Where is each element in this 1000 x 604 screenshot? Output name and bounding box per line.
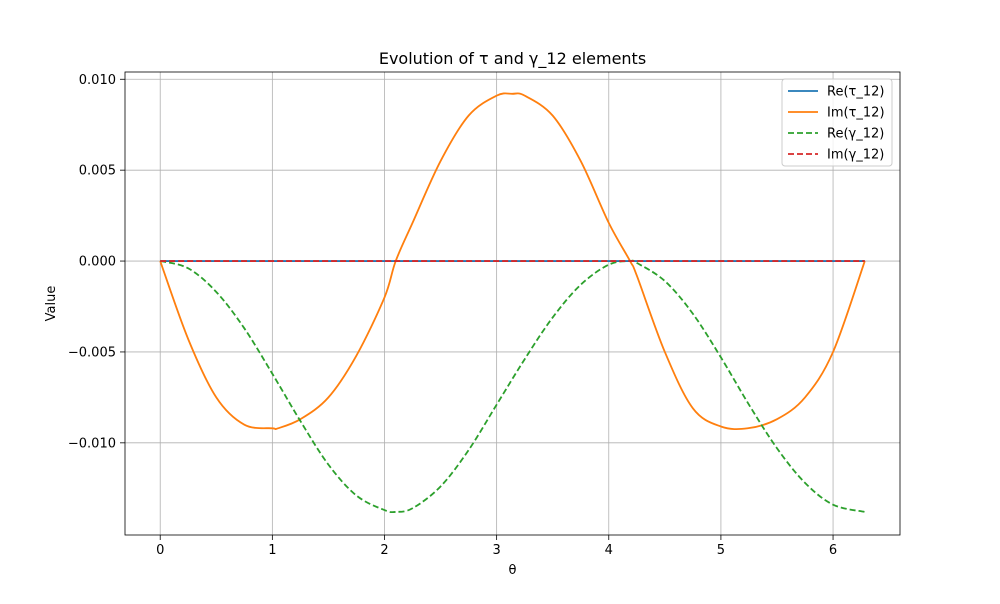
plot-frame bbox=[124, 71, 901, 536]
x-tick-label: 5 bbox=[717, 543, 725, 558]
y-tick-label: 0.000 bbox=[79, 255, 116, 270]
plot-area bbox=[125, 72, 900, 535]
y-tick-label: 0.005 bbox=[79, 164, 116, 179]
grid bbox=[125, 72, 900, 535]
chart-title: Evolution of τ and γ_12 elements bbox=[379, 49, 646, 69]
series-line-3 bbox=[159, 259, 865, 514]
legend-label: Re(γ_12) bbox=[827, 127, 884, 142]
x-tick-label: 1 bbox=[268, 543, 276, 558]
legend-label: Re(τ_12) bbox=[827, 85, 884, 100]
legend-label: Im(τ_12) bbox=[827, 106, 885, 121]
x-axis-label: θ bbox=[509, 563, 517, 578]
x-tick-label: 2 bbox=[380, 543, 388, 558]
legend-box bbox=[781, 78, 893, 167]
x-tick-label: 3 bbox=[492, 543, 500, 558]
x-tick-label: 6 bbox=[829, 543, 837, 558]
y-tick-label: −0.005 bbox=[68, 345, 116, 360]
y-tick-label: −0.010 bbox=[68, 436, 116, 451]
legend-label: Im(γ_12) bbox=[827, 148, 884, 163]
y-axis-label: Value bbox=[44, 286, 59, 322]
x-tick-label: 4 bbox=[605, 543, 613, 558]
series-line-2 bbox=[159, 92, 866, 431]
y-tick-label: 0.010 bbox=[79, 73, 116, 88]
axis-ticks: 0 1 2 3 4 5 6 −0.010 −0.005 0.000 0.005 0.010 bbox=[68, 73, 837, 558]
series-group bbox=[159, 92, 866, 514]
x-tick-label: 0 bbox=[156, 543, 164, 558]
legend: Re(τ_12) Im(τ_12) Re(γ_12) Im(γ_12) bbox=[781, 78, 893, 167]
